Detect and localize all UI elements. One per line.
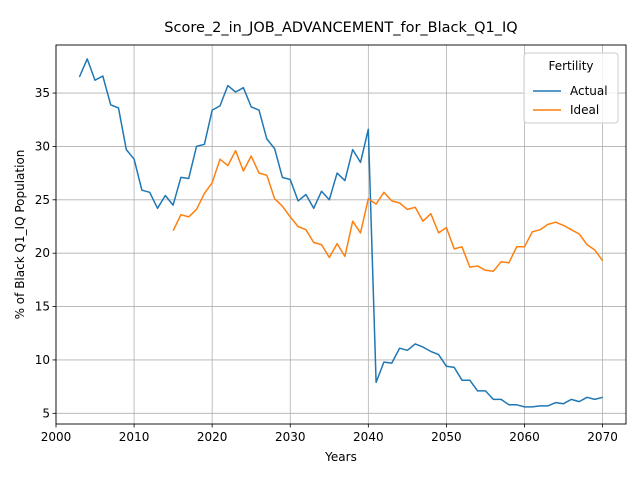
y-tick-label: 30 xyxy=(35,139,50,153)
y-axis-label: % of Black Q1_IQ Population xyxy=(13,150,27,320)
y-tick-label: 20 xyxy=(35,246,50,260)
y-tick-label: 25 xyxy=(35,193,50,207)
x-tick-label: 2030 xyxy=(275,430,306,444)
legend-title: Fertility xyxy=(548,59,593,73)
x-tick-label: 2060 xyxy=(509,430,540,444)
legend-label-ideal: Ideal xyxy=(570,103,599,117)
y-tick-label: 10 xyxy=(35,353,50,367)
chart-title: Score_2_in_JOB_ADVANCEMENT_for_Black_Q1_… xyxy=(164,20,517,36)
y-tick-label: 35 xyxy=(35,86,50,100)
plot-frame xyxy=(55,44,627,425)
series-line-actual xyxy=(78,58,603,408)
x-tick-label: 2070 xyxy=(587,430,618,444)
legend: Fertility Actual Ideal xyxy=(523,52,619,124)
axis-ticks: 2000 2010 2020 2030 2040 2050 2060 2070 5 10 15 20 2… xyxy=(35,86,618,444)
legend-items: Actual Ideal xyxy=(533,84,608,117)
legend-label-actual: Actual xyxy=(570,84,608,98)
x-tick-label: 2050 xyxy=(431,430,462,444)
x-tick-label: 2040 xyxy=(353,430,384,444)
y-tick-label: 5 xyxy=(42,406,50,420)
y-tick-label: 15 xyxy=(35,300,50,314)
x-tick-label: 2010 xyxy=(119,430,150,444)
series-line-ideal xyxy=(172,149,604,273)
x-axis-label: Years xyxy=(324,450,357,464)
legend-box xyxy=(523,52,619,124)
x-tick-label: 2020 xyxy=(197,430,228,444)
series-lines xyxy=(78,58,604,408)
x-tick-label: 2000 xyxy=(41,430,72,444)
